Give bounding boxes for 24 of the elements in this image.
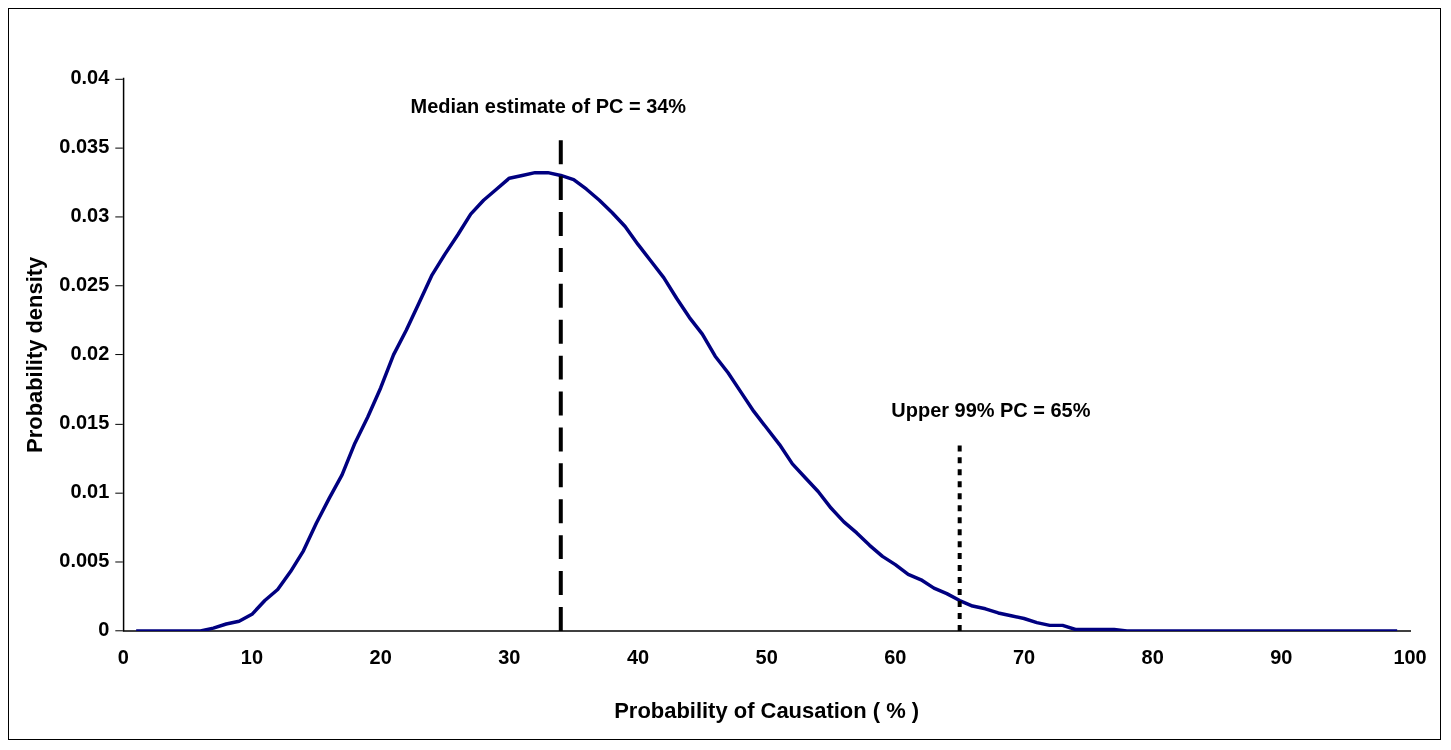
y-tick-label: 0.04 bbox=[70, 66, 110, 89]
x-tick-label: 30 bbox=[498, 646, 521, 669]
y-tick-label: 0.01 bbox=[70, 480, 110, 503]
ref-line-label: Upper 99% PC = 65% bbox=[891, 398, 1091, 421]
x-axis-title: Probability of Causation ( % ) bbox=[614, 697, 920, 723]
y-tick-label: 0 bbox=[98, 618, 110, 641]
x-tick-label: 0 bbox=[117, 646, 129, 669]
x-tick-label: 80 bbox=[1141, 646, 1164, 669]
y-tick-label: 0.015 bbox=[59, 411, 110, 434]
x-tick-label: 90 bbox=[1270, 646, 1293, 669]
x-tick-label: 60 bbox=[884, 646, 907, 669]
y-tick-label: 0.02 bbox=[70, 342, 110, 365]
x-tick-label: 40 bbox=[626, 646, 650, 669]
x-tick-label: 100 bbox=[1393, 646, 1427, 669]
x-tick-label: 70 bbox=[1012, 646, 1036, 669]
y-tick-label: 0.025 bbox=[59, 273, 110, 296]
x-tick-label: 50 bbox=[755, 646, 778, 669]
y-axis-title: Probability density bbox=[22, 255, 48, 453]
y-tick-label: 0.005 bbox=[59, 549, 110, 572]
y-tick-label: 0.03 bbox=[70, 204, 110, 227]
x-tick-label: 10 bbox=[240, 646, 264, 669]
ref-line-label: Median estimate of PC = 34% bbox=[410, 95, 687, 118]
x-tick-label: 20 bbox=[369, 646, 392, 669]
y-tick-label: 0.035 bbox=[59, 135, 110, 158]
